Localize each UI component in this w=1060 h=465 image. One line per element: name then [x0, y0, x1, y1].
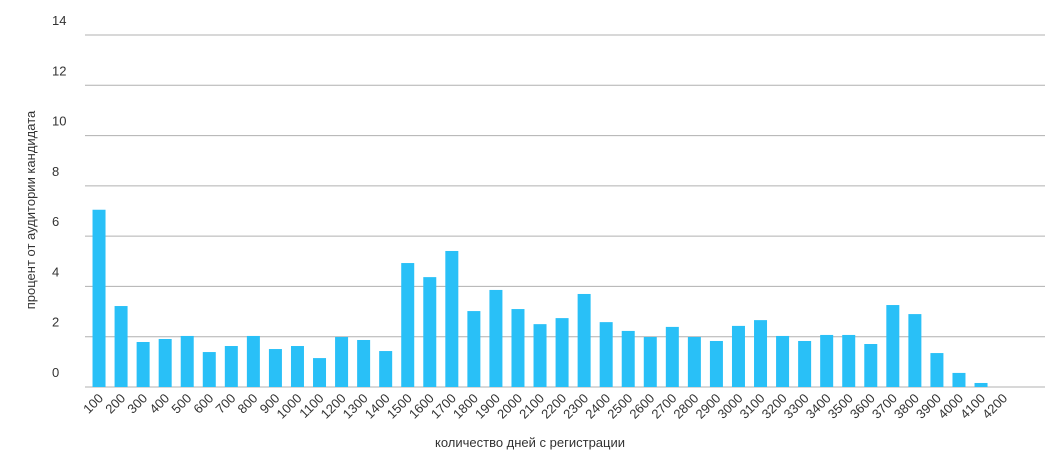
y-tick-label: 2: [52, 315, 59, 330]
bar: [114, 306, 128, 387]
y-tick-label: 8: [52, 164, 59, 179]
bar: [599, 322, 613, 387]
bar: [731, 325, 745, 387]
bar: [908, 314, 922, 387]
bar: [555, 318, 569, 387]
x-tick-label: 800: [235, 391, 261, 417]
bar: [357, 339, 371, 387]
bar: [621, 330, 635, 387]
y-axis-title: процент от аудитории кандидата: [23, 110, 38, 309]
bar: [974, 382, 988, 387]
bar: [313, 358, 327, 387]
bar: [423, 277, 437, 387]
bar: [158, 338, 172, 387]
x-tick-label: 100: [80, 391, 106, 417]
x-tick-label: 500: [168, 391, 194, 417]
bar: [180, 335, 194, 387]
bar: [687, 336, 701, 387]
bar: [886, 305, 900, 387]
bar: [643, 336, 657, 387]
bar: [379, 351, 393, 387]
bar: [202, 352, 216, 387]
bar: [930, 353, 944, 387]
bar: [224, 346, 238, 387]
x-tick-label: 4200: [979, 391, 1010, 422]
bar: [401, 263, 415, 387]
x-tick-label: 600: [190, 391, 216, 417]
y-tick-label: 4: [52, 264, 59, 279]
bar: [709, 340, 723, 387]
bar: [776, 335, 790, 387]
bar: [842, 334, 856, 387]
x-tick-label: 300: [124, 391, 150, 417]
bar: [754, 320, 768, 387]
bar: [952, 372, 966, 387]
x-tick-label: 200: [102, 391, 128, 417]
y-tick-label: 12: [52, 63, 66, 78]
bar: [577, 293, 591, 387]
bar: [864, 344, 878, 387]
x-tick-label: 700: [212, 391, 238, 417]
bar: [136, 341, 150, 387]
bar: [268, 349, 282, 387]
bar: [533, 324, 547, 387]
y-tick-label: 14: [52, 13, 66, 28]
bar: [798, 340, 812, 387]
bar: [335, 336, 349, 387]
y-tick-label: 0: [52, 365, 59, 380]
bar: [489, 289, 503, 387]
bar: [246, 335, 260, 387]
bar: [820, 334, 834, 387]
bar: [92, 209, 106, 387]
x-tick-label: 400: [146, 391, 172, 417]
bar: [445, 250, 459, 387]
bar: [665, 326, 679, 387]
y-tick-label: 6: [52, 214, 59, 229]
bar: [467, 311, 481, 387]
bar: [290, 346, 304, 387]
y-tick-label: 10: [52, 114, 66, 129]
x-axis-title: количество дней с регистрации: [435, 435, 625, 450]
bar: [511, 309, 525, 387]
